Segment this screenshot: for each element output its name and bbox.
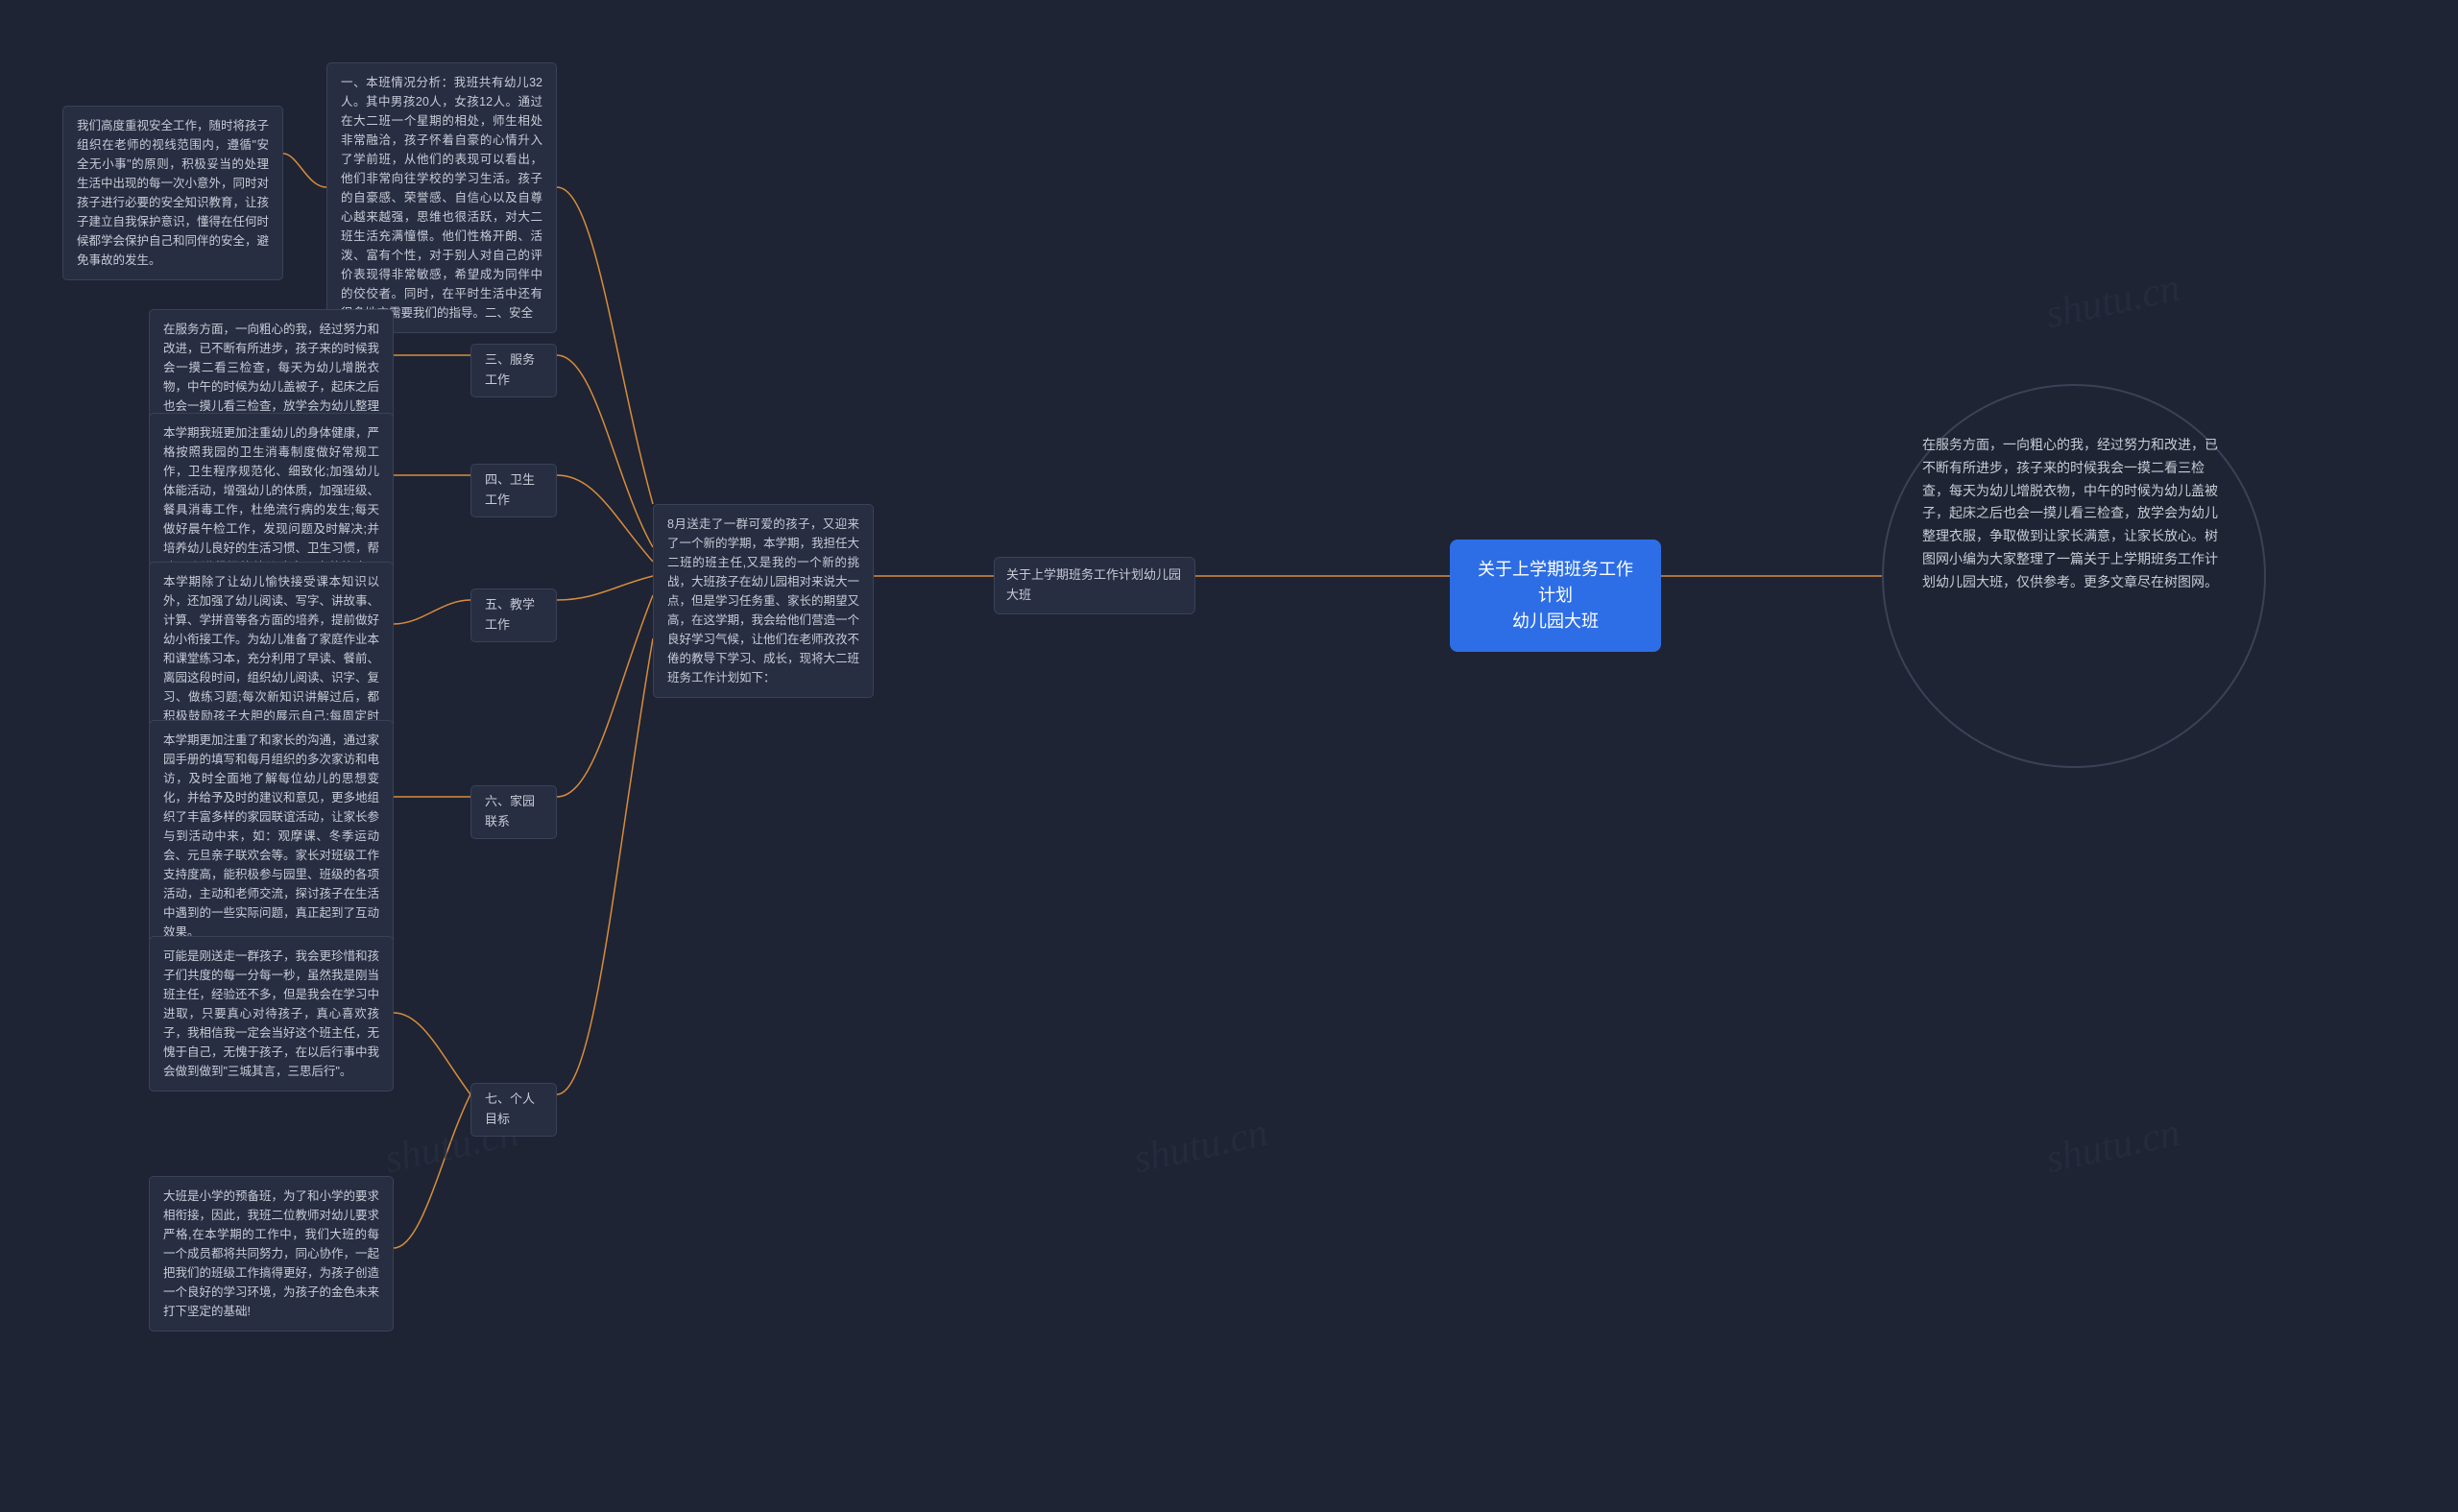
safety-detail-text: 我们高度重视安全工作，随时将孩子组织在老师的视线范围内，遵循"安全无小事"的原则… [77,119,269,267]
section-6-node[interactable]: 六、家园联系 [470,785,557,839]
intro-text: 8月送走了一群可爱的孩子，又迎来了一个新的学期，本学期，我担任大二班的班主任,又… [667,517,859,684]
right-ellipse-node[interactable]: 在服务方面，一向粗心的我，经过努力和改进，已不断有所进步，孩子来的时候我会一摸二… [1882,384,2266,768]
right-ellipse-text: 在服务方面，一向粗心的我，经过努力和改进，已不断有所进步，孩子来的时候我会一摸二… [1922,437,2218,589]
section-4-node[interactable]: 四、卫生工作 [470,464,557,517]
section-5-node[interactable]: 五、教学工作 [470,588,557,642]
safety-detail-node[interactable]: 我们高度重视安全工作，随时将孩子组织在老师的视线范围内，遵循"安全无小事"的原则… [62,106,283,280]
section-4-label: 四、卫生工作 [485,472,535,507]
intro-node[interactable]: 8月送走了一群可爱的孩子，又迎来了一个新的学期，本学期，我担任大二班的班主任,又… [653,504,874,698]
section-7-label: 七、个人目标 [485,1092,535,1126]
main-branch-label: 关于上学期班务工作计划幼儿园大班 [1006,567,1181,602]
watermark: shutu.cn [2042,1110,2184,1183]
section-6-detail[interactable]: 本学期更加注重了和家长的沟通，通过家园手册的填写和每月组织的多次家访和电访，及时… [149,720,394,952]
section-3-node[interactable]: 三、服务工作 [470,344,557,397]
top-detail-text: 一、本班情况分析：我班共有幼儿32人。其中男孩20人，女孩12人。通过在大二班一… [341,76,542,320]
center-node[interactable]: 关于上学期班务工作计划 幼儿园大班 [1450,540,1661,652]
section-7-detail-2-text: 大班是小学的预备班，为了和小学的要求相衔接，因此，我班二位教师对幼儿要求严格,在… [163,1189,379,1318]
top-detail-node[interactable]: 一、本班情况分析：我班共有幼儿32人。其中男孩20人，女孩12人。通过在大二班一… [326,62,557,333]
section-5-label: 五、教学工作 [485,597,535,632]
center-title: 关于上学期班务工作计划 幼儿园大班 [1478,560,1633,631]
section-7-detail-1[interactable]: 可能是刚送走一群孩子，我会更珍惜和孩子们共度的每一分每一秒，虽然我是刚当班主任，… [149,936,394,1092]
section-6-detail-text: 本学期更加注重了和家长的沟通，通过家园手册的填写和每月组织的多次家访和电访，及时… [163,733,379,939]
main-branch-node[interactable]: 关于上学期班务工作计划幼儿园大班 [994,557,1195,614]
section-7-node[interactable]: 七、个人目标 [470,1083,557,1137]
watermark: shutu.cn [2042,265,2184,338]
section-7-detail-1-text: 可能是刚送走一群孩子，我会更珍惜和孩子们共度的每一分每一秒，虽然我是刚当班主任，… [163,949,379,1078]
watermark: shutu.cn [1130,1110,1272,1183]
section-3-label: 三、服务工作 [485,352,535,387]
section-7-detail-2[interactable]: 大班是小学的预备班，为了和小学的要求相衔接，因此，我班二位教师对幼儿要求严格,在… [149,1176,394,1332]
section-6-label: 六、家园联系 [485,794,535,828]
